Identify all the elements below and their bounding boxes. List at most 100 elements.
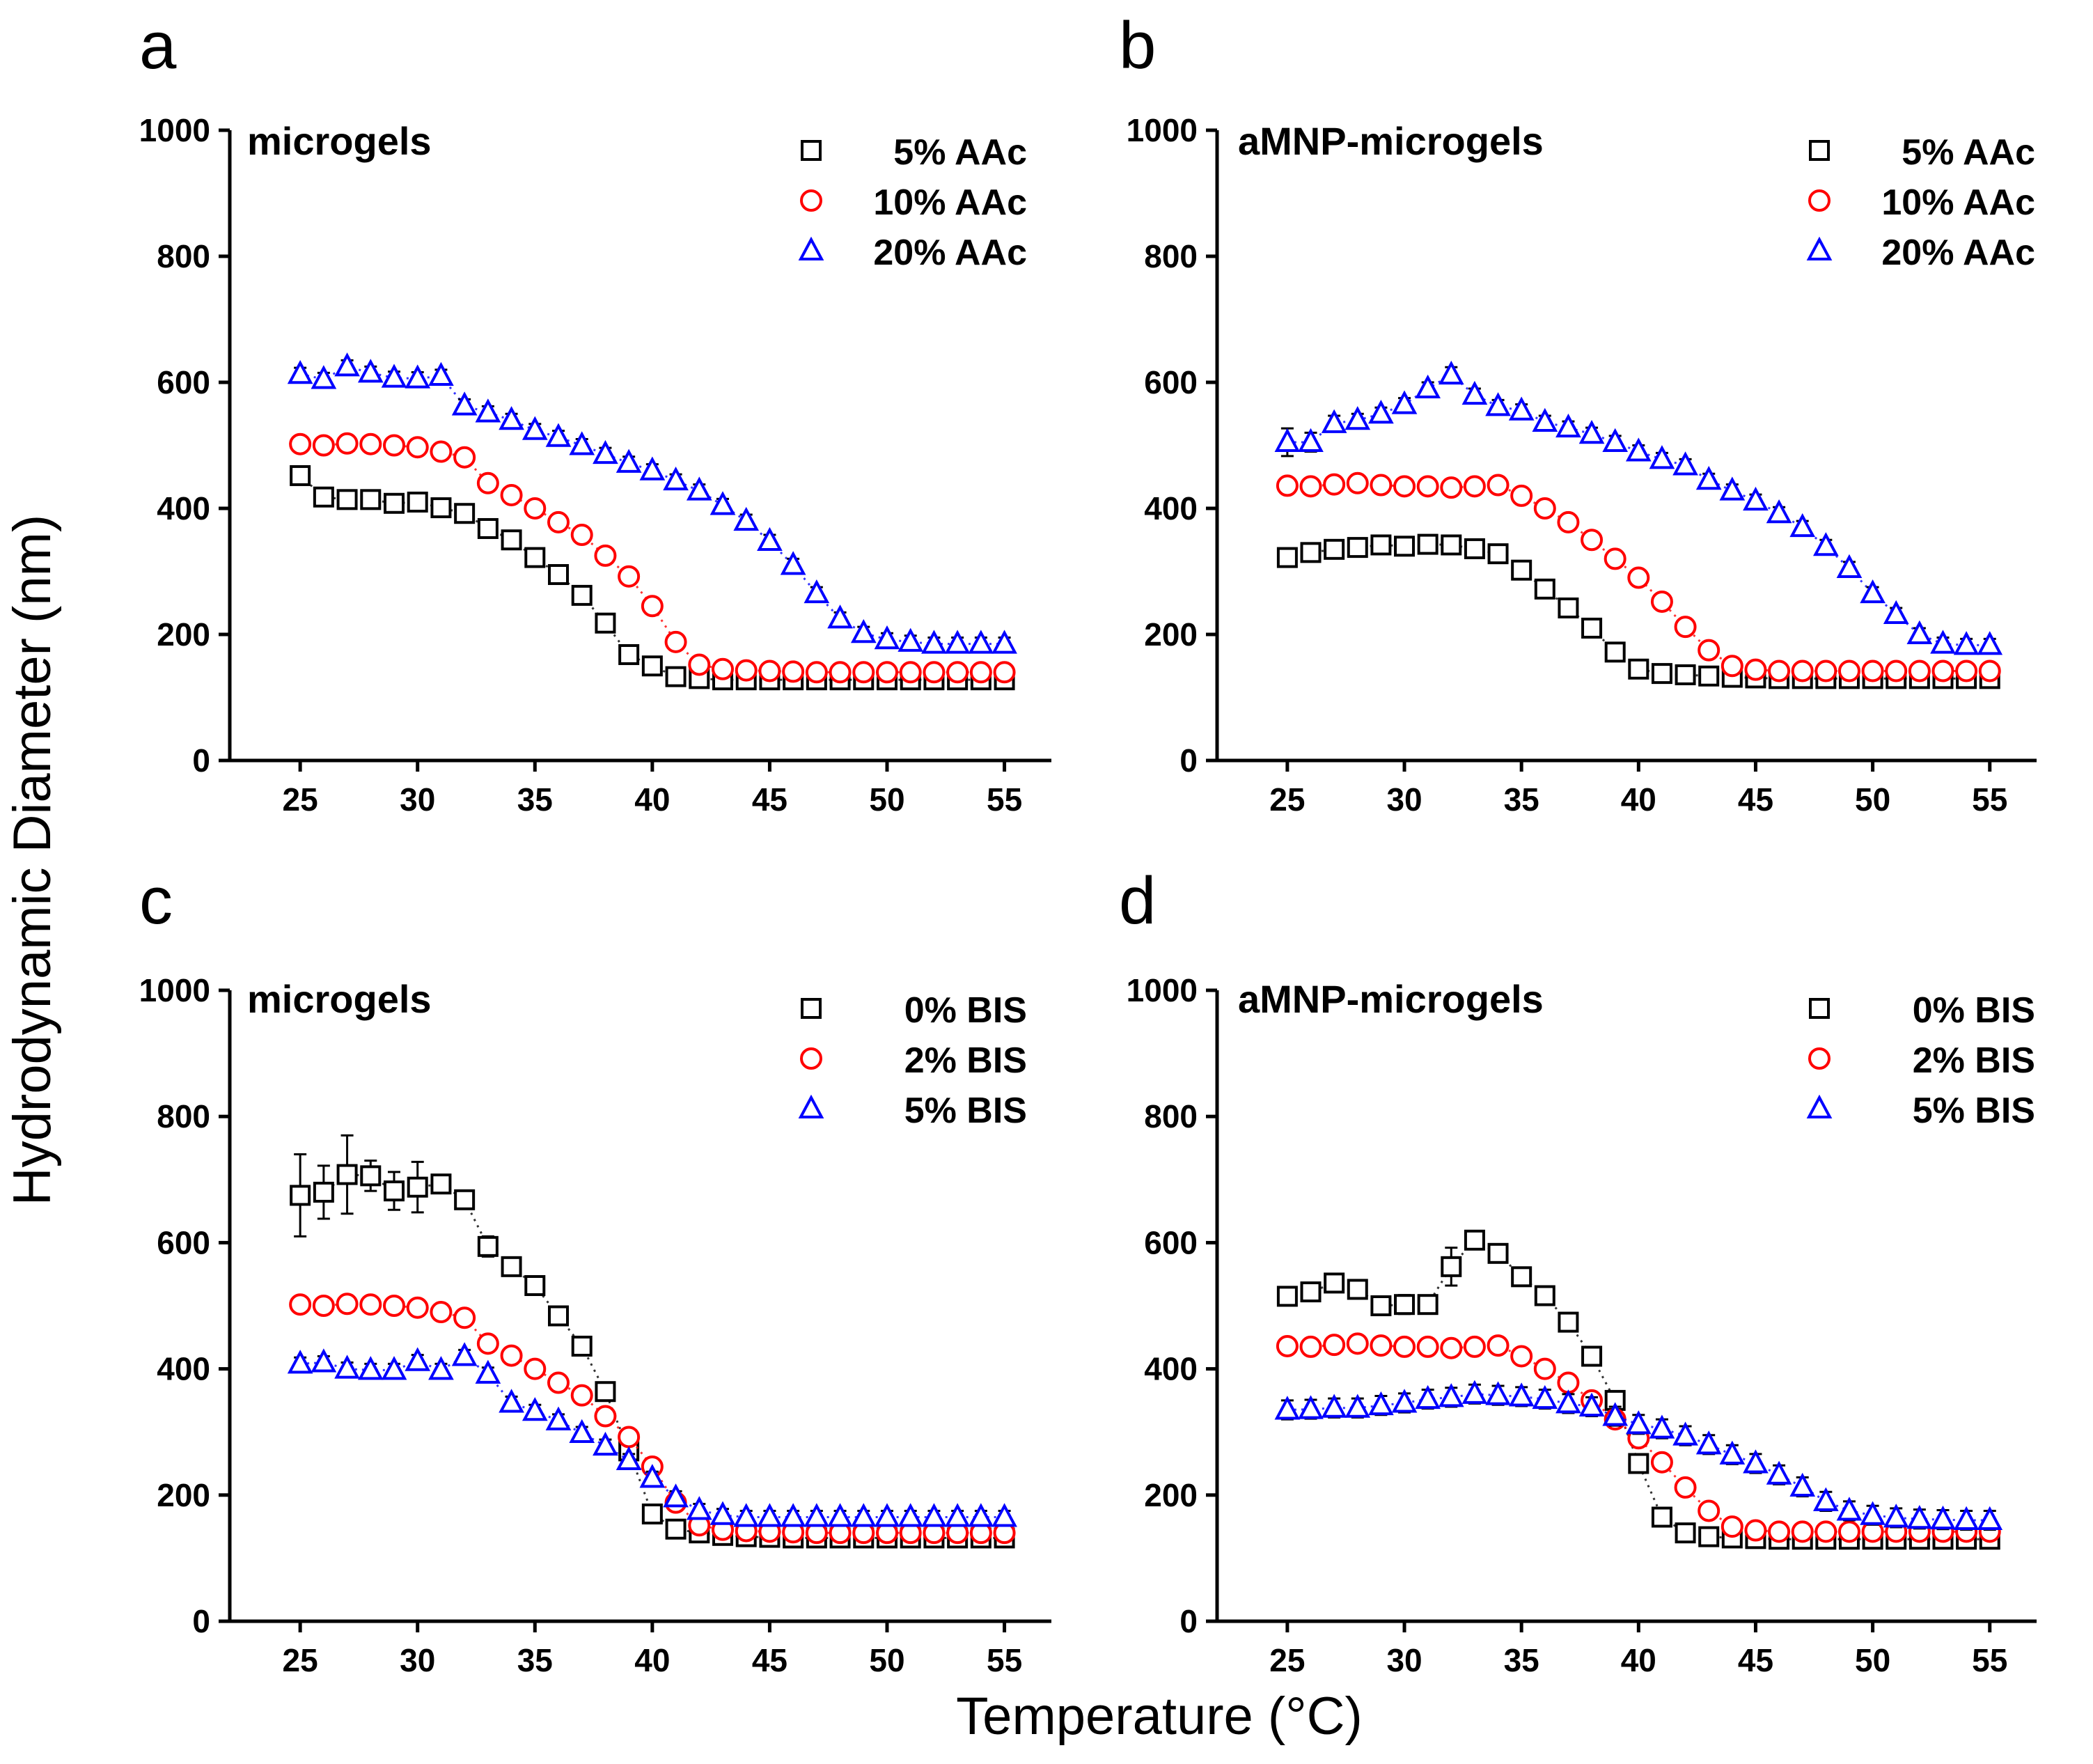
data-point (663, 1483, 689, 1508)
x-tick-label: 25 (1269, 1642, 1305, 1678)
data-point (1791, 1520, 1814, 1543)
legend-label: 5% AAc (893, 132, 1027, 173)
panel-c-title: microgels (247, 977, 432, 1021)
data-point (312, 1295, 335, 1317)
data-point (545, 1406, 572, 1430)
panel-a: a microgels 0 200 400 600 800 1000 25 30 35 40 45 5… (139, 8, 1051, 818)
data-point (1415, 1384, 1441, 1410)
data-point (618, 1426, 641, 1449)
data-point (805, 661, 828, 684)
data-point (357, 359, 384, 383)
data-point (451, 391, 478, 416)
data-point (1719, 1440, 1746, 1465)
data-point (1675, 664, 1696, 685)
legend-marker (1808, 1047, 1831, 1070)
data-point (1650, 590, 1673, 613)
data-point (1953, 631, 1980, 655)
panel-d-title: aMNP-microgels (1238, 977, 1544, 1021)
x-tick-label: 35 (1504, 1642, 1539, 1678)
data-point (1789, 513, 1816, 538)
data-point (1393, 475, 1416, 498)
data-point (313, 486, 334, 508)
y-tick-label: 0 (1179, 1603, 1198, 1639)
data-point (428, 361, 454, 386)
x-tick-label: 30 (400, 781, 435, 818)
panel-a-plot-area (287, 352, 1017, 691)
data-point (758, 659, 781, 682)
data-point (639, 1464, 666, 1488)
data-point (1651, 1506, 1672, 1528)
y-tick-label: 800 (157, 238, 210, 274)
data-point (1649, 1414, 1675, 1439)
data-point (757, 1503, 783, 1527)
y-tick-label: 800 (1144, 1098, 1198, 1134)
data-point (547, 1371, 570, 1394)
data-point (641, 655, 663, 677)
data-point (360, 489, 382, 510)
data-point (1534, 1285, 1555, 1306)
data-point (757, 526, 783, 552)
data-point (688, 653, 711, 676)
data-point (453, 446, 476, 469)
data-point (1276, 474, 1299, 497)
data-point (1323, 473, 1346, 496)
data-point (1672, 451, 1698, 476)
y-tick-label: 1000 (139, 112, 210, 148)
data-point (289, 432, 312, 455)
data-point (405, 1347, 431, 1371)
data-point (453, 1306, 476, 1329)
data-point (522, 416, 548, 440)
data-point (1766, 1460, 1792, 1485)
data-point (1532, 407, 1558, 432)
data-point (664, 630, 687, 653)
data-point (735, 659, 758, 682)
data-point (1533, 1357, 1556, 1380)
data-point (1908, 659, 1931, 682)
data-point (1487, 1334, 1510, 1357)
x-tick-label: 30 (400, 1642, 435, 1678)
data-point (594, 544, 617, 567)
data-point (1487, 474, 1510, 497)
legend-marker (801, 140, 822, 161)
data-point (1675, 1522, 1696, 1544)
legend-label: 5% BIS (904, 1091, 1027, 1131)
data-point (1464, 538, 1485, 559)
data-point (921, 1503, 947, 1527)
data-point (454, 1189, 476, 1210)
y-tick-label: 400 (1144, 1351, 1198, 1387)
data-point (595, 612, 616, 634)
data-point (921, 630, 947, 654)
data-point (381, 1356, 407, 1380)
data-point (782, 660, 805, 683)
data-point (407, 1176, 428, 1198)
data-point (1674, 1476, 1697, 1499)
data-point (570, 1384, 593, 1407)
data-point (1744, 1519, 1767, 1542)
data-point (991, 630, 1017, 654)
data-point (406, 436, 429, 459)
legend-label: 0% BIS (1913, 990, 2035, 1031)
data-point (1695, 466, 1722, 490)
y-tick-label: 0 (192, 1603, 210, 1639)
data-point (430, 1301, 453, 1324)
data-point (475, 1359, 501, 1384)
data-point (1370, 1295, 1392, 1316)
data-point (1393, 1335, 1416, 1358)
data-point (1321, 409, 1347, 433)
data-point (1813, 1487, 1839, 1511)
data-point (1698, 665, 1720, 687)
data-point (968, 1503, 994, 1527)
data-point (336, 1164, 358, 1185)
data-point (524, 1357, 547, 1380)
data-point (1511, 559, 1532, 581)
panel-d: d aMNP-microgels 0 200 400 600 800 1000 25 30 35… (1119, 864, 2037, 1678)
data-point (1720, 655, 1743, 678)
data-point (360, 1165, 382, 1187)
x-tick-label: 40 (1621, 781, 1656, 818)
data-point (1324, 1272, 1345, 1294)
data-point (548, 564, 569, 586)
data-point (1299, 1335, 1322, 1358)
x-tick-label: 45 (752, 1642, 787, 1678)
panel-b: b aMNP-microgels 0 200 400 600 800 1000 25 30 35… (1119, 8, 2037, 818)
data-point (381, 364, 407, 388)
